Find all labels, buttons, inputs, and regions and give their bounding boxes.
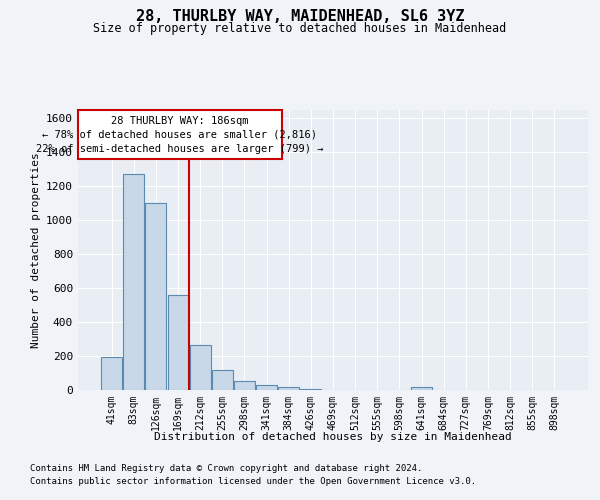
Bar — [301, 389, 322, 390]
Bar — [190, 345, 211, 390]
Bar — [167, 295, 188, 390]
Text: 22% of semi-detached houses are larger (799) →: 22% of semi-detached houses are larger (… — [36, 144, 324, 154]
Text: ← 78% of detached houses are smaller (2,816): ← 78% of detached houses are smaller (2,… — [43, 130, 317, 140]
Bar — [101, 357, 122, 390]
Text: Contains HM Land Registry data © Crown copyright and database right 2024.: Contains HM Land Registry data © Crown c… — [30, 464, 422, 473]
Bar — [145, 204, 166, 390]
Bar — [124, 174, 145, 390]
Bar — [212, 370, 233, 390]
Bar — [234, 380, 255, 390]
FancyBboxPatch shape — [78, 110, 282, 159]
Text: Contains public sector information licensed under the Open Government Licence v3: Contains public sector information licen… — [30, 477, 476, 486]
Bar — [256, 385, 277, 390]
Text: 28 THURLBY WAY: 186sqm: 28 THURLBY WAY: 186sqm — [111, 116, 249, 126]
Text: 28, THURLBY WAY, MAIDENHEAD, SL6 3YZ: 28, THURLBY WAY, MAIDENHEAD, SL6 3YZ — [136, 9, 464, 24]
Bar — [411, 386, 432, 390]
Text: Size of property relative to detached houses in Maidenhead: Size of property relative to detached ho… — [94, 22, 506, 35]
Bar — [278, 386, 299, 390]
Text: Distribution of detached houses by size in Maidenhead: Distribution of detached houses by size … — [154, 432, 512, 442]
Y-axis label: Number of detached properties: Number of detached properties — [31, 152, 41, 348]
